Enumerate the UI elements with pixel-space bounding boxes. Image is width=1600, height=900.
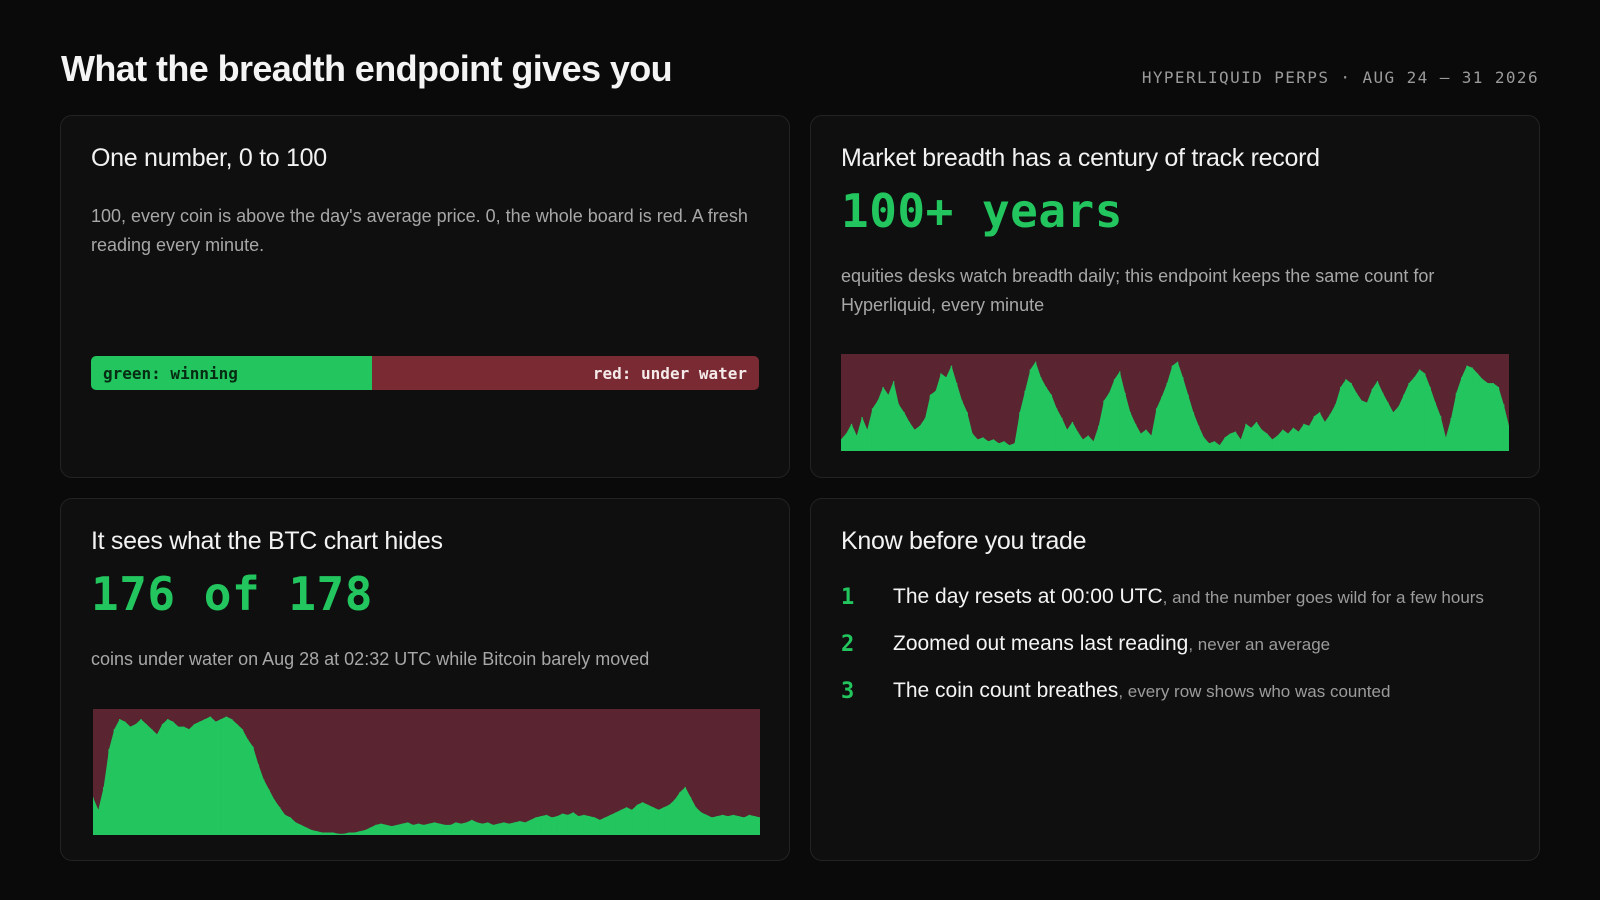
step-detail: , every row shows who was counted: [1118, 682, 1391, 701]
card-know-before: Know before you trade 1 The day resets a…: [810, 498, 1540, 861]
list-item: 2 Zoomed out means last reading, never a…: [841, 630, 1509, 660]
step-text: The coin count breathes, every row shows…: [893, 677, 1390, 707]
step-detail: , and the number goes wild for a few hou…: [1162, 588, 1484, 607]
card-title: It sees what the BTC chart hides: [91, 527, 443, 555]
header: What the breadth endpoint gives you HYPE…: [61, 48, 1539, 96]
card-title: Know before you trade: [841, 527, 1087, 555]
aug28-area-svg: [93, 716, 760, 835]
step-text: Zoomed out means last reading, never an …: [893, 630, 1330, 660]
page-title: What the breadth endpoint gives you: [61, 48, 673, 89]
breadth-area-series: [841, 361, 1509, 451]
steps-list: 1 The day resets at 00:00 UTC, and the n…: [841, 583, 1509, 724]
step-number: 2: [841, 632, 855, 657]
breadth-area-series: [93, 716, 760, 835]
card-title: Market breadth has a century of track re…: [841, 144, 1320, 172]
card-btc-hides: It sees what the BTC chart hides 176 of …: [60, 498, 790, 861]
step-number: 1: [841, 585, 855, 610]
card-one-number: One number, 0 to 100 100, every coin is …: [60, 115, 790, 478]
step-number: 3: [841, 679, 855, 704]
step-title: The coin count breathes: [893, 679, 1119, 702]
list-item: 1 The day resets at 00:00 UTC, and the n…: [841, 583, 1509, 613]
breadth-area-svg: [841, 361, 1509, 451]
split-bar-red: red: under water: [371, 356, 759, 390]
card-title: One number, 0 to 100: [91, 144, 327, 172]
step-text: The day resets at 00:00 UTC, and the num…: [893, 583, 1484, 613]
step-detail: , never an average: [1188, 635, 1331, 654]
step-title: Zoomed out means last reading: [893, 632, 1189, 655]
big-number: 100+ years: [841, 184, 1123, 238]
list-item: 3 The coin count breathes, every row sho…: [841, 677, 1509, 707]
card-body: equities desks watch breadth daily; this…: [841, 266, 1435, 315]
aug28-area-chart: [93, 709, 760, 835]
card-track-record: Market breadth has a century of track re…: [810, 115, 1540, 478]
big-number: 176 of 178: [91, 567, 373, 621]
card-body: 100, every coin is above the day's avera…: [91, 206, 748, 255]
breadth-area-chart: [841, 354, 1509, 451]
step-title: The day resets at 00:00 UTC: [893, 585, 1163, 608]
split-bar-green: green: winning: [91, 356, 372, 390]
card-body: coins under water on Aug 28 at 02:32 UTC…: [91, 649, 650, 669]
breadth-split-bar: green: winning red: under water: [91, 356, 759, 390]
page-meta: HYPERLIQUID PERPS · AUG 24 – 31 2026: [1141, 68, 1539, 87]
